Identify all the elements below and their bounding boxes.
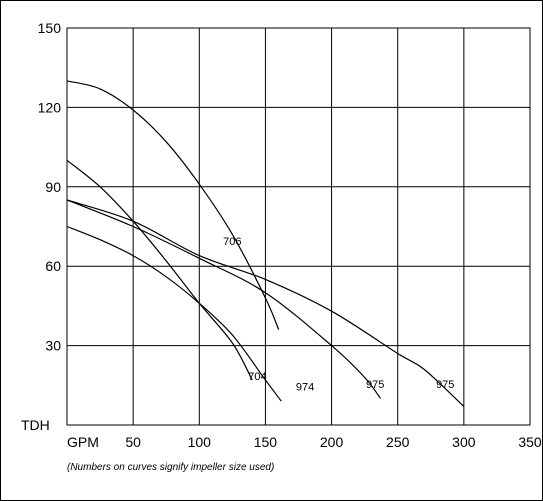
x-tick-label: 50 bbox=[125, 434, 141, 450]
curve-label-704: 704 bbox=[248, 371, 266, 383]
y-tick-label: 90 bbox=[45, 179, 61, 195]
plot-area-border bbox=[66, 27, 531, 426]
y-tick-label: 150 bbox=[38, 20, 62, 36]
x-tick-label: 350 bbox=[518, 434, 542, 450]
x-tick-label: 150 bbox=[254, 434, 278, 450]
y-axis-label: TDH bbox=[21, 417, 50, 433]
curve-label-706: 706 bbox=[223, 236, 241, 248]
x-tick-label: 200 bbox=[320, 434, 344, 450]
y-tick-label: 120 bbox=[38, 99, 62, 115]
x-axis-label: GPM bbox=[67, 434, 99, 450]
pump-curve-706 bbox=[66, 80, 280, 330]
x-tick-label: 250 bbox=[386, 434, 410, 450]
pump-curve-975 bbox=[66, 199, 381, 399]
x-tick-label: 100 bbox=[188, 434, 212, 450]
curve-label-974: 974 bbox=[296, 382, 314, 394]
y-tick-label: 30 bbox=[45, 338, 61, 354]
pump-curve-704 bbox=[66, 159, 253, 381]
pump-curve-975 bbox=[66, 199, 465, 407]
y-tick-label: 60 bbox=[45, 258, 61, 274]
curve-label-975: 975 bbox=[436, 379, 454, 391]
footnote: (Numbers on curves signify impeller size… bbox=[67, 462, 274, 473]
x-tick-label: 300 bbox=[452, 434, 476, 450]
curve-label-975: 975 bbox=[366, 379, 384, 391]
pump-curve-974 bbox=[66, 225, 282, 402]
